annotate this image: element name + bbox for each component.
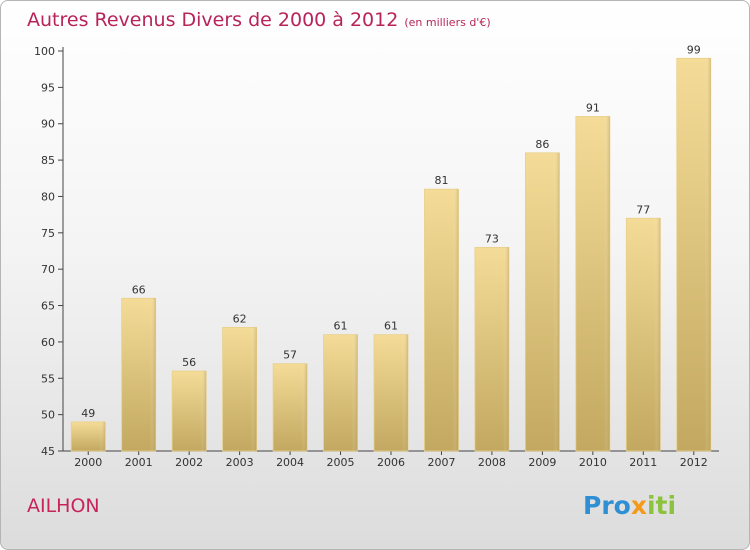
- bar-labels: 49 66 56 62 57 61 61 81 73 86 91 77 99: [81, 43, 701, 420]
- commune-name: AILHON: [27, 495, 100, 517]
- x-tick-label: 2005: [327, 456, 355, 469]
- bar-shade: [149, 298, 156, 451]
- y-tick-label: 50: [41, 409, 55, 422]
- x-tick-label: 2006: [377, 456, 405, 469]
- bar-shade: [250, 327, 257, 451]
- bar-value-label: 62: [233, 312, 247, 325]
- bar-shade: [200, 371, 207, 451]
- y-tick-label: 90: [41, 118, 55, 131]
- x-tick-label: 2012: [680, 456, 708, 469]
- y-tick-label: 70: [41, 263, 55, 276]
- bar-value-label: 66: [132, 283, 146, 296]
- x-tick-label: 2007: [427, 456, 455, 469]
- bar-shade: [502, 247, 509, 451]
- bar-value-label: 61: [334, 320, 348, 333]
- chart-title: Autres Revenus Divers de 2000 à 2012: [27, 9, 399, 31]
- bar-value-label: 49: [81, 407, 95, 420]
- bar-shade: [452, 189, 459, 451]
- x-tick-label: 2003: [226, 456, 254, 469]
- bar-value-label: 99: [687, 43, 701, 56]
- y-axis: 45 50 55 60 65 70 75 80 85 90 95 100: [34, 45, 64, 458]
- title-row: Autres Revenus Divers de 2000 à 2012 (en …: [27, 9, 491, 31]
- proxiti-logo[interactable]: Proxiti: [583, 491, 676, 520]
- y-tick-label: 85: [41, 154, 55, 167]
- bar-value-label: 57: [283, 349, 297, 362]
- chart-subtitle: (en milliers d'€): [404, 16, 491, 29]
- bar-value-label: 81: [434, 174, 448, 187]
- x-tick-label: 2010: [579, 456, 607, 469]
- y-tick-label: 60: [41, 336, 55, 349]
- logo-part-iti: iti: [646, 491, 677, 520]
- x-tick-label: 2001: [125, 456, 153, 469]
- bar-value-label: 73: [485, 232, 499, 245]
- y-tick-label: 95: [41, 81, 55, 94]
- x-tick-label: 2000: [74, 456, 102, 469]
- x-tick-label: 2011: [629, 456, 657, 469]
- bar-shade: [704, 58, 711, 451]
- bar-value-label: 91: [586, 101, 600, 114]
- bar-shade: [99, 421, 106, 451]
- bar-shade: [301, 363, 308, 451]
- bar-value-label: 86: [535, 138, 549, 151]
- bar-value-label: 61: [384, 320, 398, 333]
- x-tick-label: 2002: [175, 456, 203, 469]
- y-tick-label: 55: [41, 372, 55, 385]
- x-tick-label: 2008: [478, 456, 506, 469]
- x-tick-label: 2004: [276, 456, 304, 469]
- logo-part-x: x: [630, 491, 647, 520]
- y-tick-label: 65: [41, 300, 55, 313]
- bar-shade: [553, 152, 560, 451]
- bar-shade: [654, 218, 661, 451]
- bar-value-label: 56: [182, 356, 196, 369]
- bar-shade: [351, 334, 358, 451]
- y-tick-label: 100: [34, 45, 55, 58]
- logo-part-pro: Pro: [583, 491, 631, 520]
- bar-shade: [603, 116, 610, 452]
- y-tick-label: 75: [41, 227, 55, 240]
- bars: [70, 57, 712, 452]
- x-axis: 2000 2001 2002 2003 2004 2005 2006 2007 2008 2009…: [63, 450, 719, 469]
- x-tick-label: 2009: [528, 456, 556, 469]
- bar-value-label: 77: [636, 203, 650, 216]
- bar-shade: [402, 334, 408, 451]
- y-tick-label: 80: [41, 190, 55, 203]
- y-tick-label: 45: [41, 445, 55, 458]
